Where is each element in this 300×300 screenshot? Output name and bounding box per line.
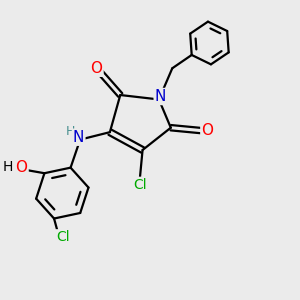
Text: O: O bbox=[16, 160, 28, 175]
Text: H: H bbox=[66, 125, 75, 138]
Text: O: O bbox=[91, 61, 103, 76]
Text: O: O bbox=[201, 123, 213, 138]
Text: Cl: Cl bbox=[133, 178, 146, 192]
Text: H: H bbox=[3, 160, 13, 174]
Text: N: N bbox=[155, 89, 166, 104]
Text: Cl: Cl bbox=[56, 230, 70, 244]
Text: N: N bbox=[73, 130, 84, 145]
